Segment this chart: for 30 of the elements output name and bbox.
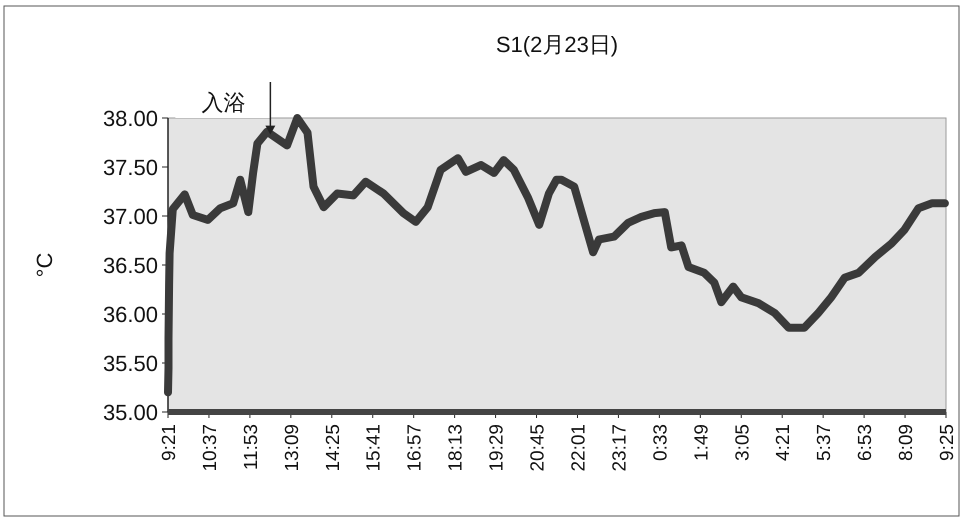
y-tick-label: 37.00 bbox=[102, 204, 158, 229]
chart-title: S1(2月23日) bbox=[496, 32, 618, 57]
x-tick-label: 23:17 bbox=[609, 424, 630, 472]
x-tick-label: 19:29 bbox=[486, 424, 508, 472]
x-tick-label: 10:37 bbox=[200, 424, 221, 472]
x-tick-label: 18:13 bbox=[446, 424, 467, 472]
y-tick-label: 38.00 bbox=[102, 106, 158, 131]
x-tick-label: 8:09 bbox=[896, 424, 918, 461]
y-tick-label: 36.00 bbox=[102, 302, 158, 327]
x-tick-label: 3:05 bbox=[732, 424, 754, 461]
x-tick-label: 9:25 bbox=[937, 424, 958, 461]
x-tick-label: 6:53 bbox=[855, 424, 876, 461]
x-tick-label: 1:49 bbox=[691, 424, 712, 461]
x-tick-label: 16:57 bbox=[404, 424, 426, 472]
x-tick-label: 11:53 bbox=[240, 424, 262, 470]
x-tick-label: 9:21 bbox=[159, 424, 180, 461]
x-tick-label: 14:25 bbox=[322, 424, 344, 472]
x-tick-label: 4:21 bbox=[773, 424, 794, 461]
x-tick-label: 20:45 bbox=[528, 424, 549, 472]
x-tick-label: 15:41 bbox=[364, 424, 385, 472]
y-tick-label: 35.50 bbox=[102, 351, 158, 376]
x-tick-label: 5:37 bbox=[814, 424, 836, 461]
x-tick-label: 13:09 bbox=[282, 424, 303, 472]
annotation: 入浴 bbox=[201, 90, 246, 115]
y-tick-label: 35.00 bbox=[102, 400, 158, 425]
y-tick-label: 37.50 bbox=[102, 155, 158, 180]
x-tick-label: 22:01 bbox=[568, 424, 590, 472]
x-tick-label: 0:33 bbox=[650, 424, 672, 461]
y-axis-title: °C bbox=[32, 252, 57, 278]
y-tick-label: 36.50 bbox=[102, 253, 158, 278]
